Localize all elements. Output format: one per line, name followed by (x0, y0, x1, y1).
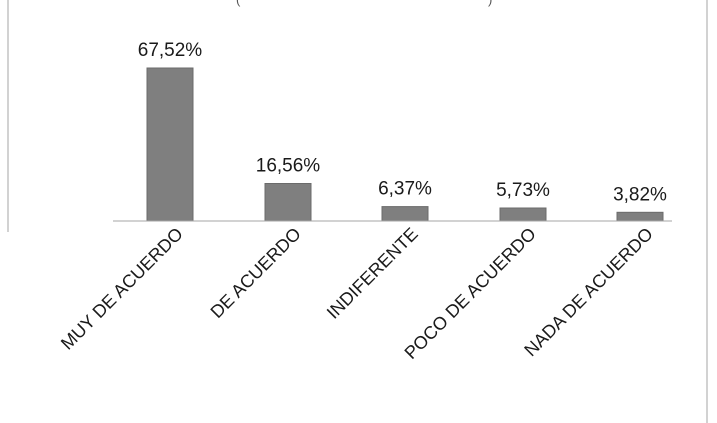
clipped-title-fragment-end: ) (488, 0, 492, 7)
category-label-1: DE ACUERDO (207, 224, 305, 322)
data-label-4: 3,82% (613, 184, 667, 205)
data-label-3: 5,73% (496, 180, 550, 201)
data-label-2: 6,37% (378, 179, 432, 200)
bar-0 (146, 67, 194, 222)
bar-3 (499, 207, 547, 222)
bar-1 (264, 183, 312, 222)
data-labels-group: 67,52% 16,56% 6,37% 5,73% 3,82% (138, 40, 667, 205)
category-label-2: INDIFERENTE (323, 224, 422, 323)
category-label-3: POCO DE ACUERDO (401, 224, 540, 363)
clipped-title-fragment: ( (236, 0, 241, 7)
category-label-4: NADA DE ACUERDO (520, 224, 657, 361)
bar-4 (616, 211, 664, 222)
data-label-0: 67,52% (138, 40, 203, 61)
category-labels-group: MUY DE ACUERDO DE ACUERDO INDIFERENTEPOCO … (57, 224, 657, 363)
bar-2 (381, 206, 429, 222)
data-label-1: 16,56% (256, 156, 321, 177)
category-label-0: MUY DE ACUERDO (57, 224, 187, 354)
bars-group (146, 67, 664, 222)
